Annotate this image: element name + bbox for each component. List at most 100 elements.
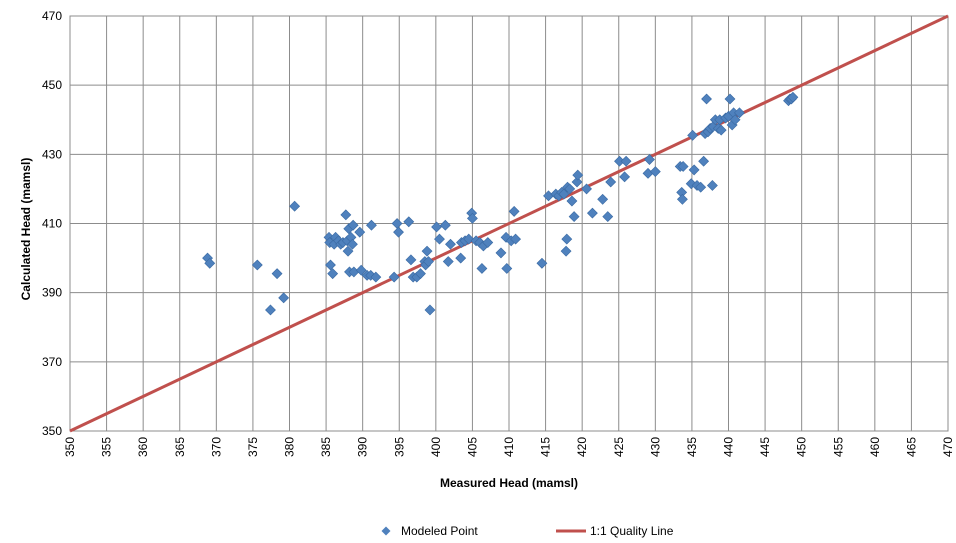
data-point: [644, 154, 655, 165]
x-tick-label: 400: [429, 437, 443, 457]
data-point: [501, 263, 513, 274]
data-point: [508, 205, 520, 217]
data-point: [342, 245, 354, 257]
data-point: [495, 247, 507, 259]
data-point: [561, 233, 573, 245]
x-tick-label: 410: [502, 437, 516, 457]
data-point: [355, 264, 367, 276]
data-point: [677, 161, 689, 172]
data-point: [424, 304, 436, 316]
x-tick-label: 465: [904, 437, 918, 457]
y-tick-label: 370: [42, 355, 62, 369]
data-point: [405, 254, 417, 266]
x-tick-label: 375: [246, 437, 260, 457]
data-point: [597, 193, 609, 205]
x-tick-label: 445: [758, 437, 772, 457]
plot-border: [69, 15, 949, 432]
x-tick-label: 460: [868, 437, 882, 457]
data-point: [676, 193, 688, 205]
data-point: [431, 221, 442, 233]
x-tick-label: 395: [392, 437, 406, 457]
data-point: [729, 114, 741, 126]
data-point: [564, 183, 576, 195]
data-point: [649, 166, 661, 178]
data-point: [442, 256, 454, 267]
data-point: [415, 268, 426, 280]
data-point: [354, 226, 366, 238]
data-point: [388, 271, 400, 283]
data-point: [265, 304, 276, 316]
data-point: [536, 257, 548, 269]
data-point: [251, 259, 263, 271]
x-tick-label: 360: [136, 437, 150, 457]
data-point: [560, 245, 572, 257]
data-point: [204, 257, 216, 269]
data-point: [698, 155, 710, 167]
x-tick-label: 365: [173, 437, 187, 457]
modeled-points-layer: [202, 91, 799, 316]
data-point: [581, 183, 592, 195]
plot-area: [69, 15, 949, 432]
data-point: [347, 219, 359, 231]
data-point: [734, 107, 745, 119]
x-tick-label: 430: [648, 437, 662, 457]
data-point: [278, 292, 290, 304]
x-tick-label: 470: [941, 437, 955, 457]
quality-line: [69, 14, 949, 433]
data-point: [687, 129, 699, 141]
data-point: [271, 268, 283, 280]
x-tick-label: 440: [722, 437, 736, 457]
y-tick-label: 350: [42, 424, 62, 438]
y-tick-label: 410: [42, 217, 62, 231]
data-point: [476, 263, 488, 274]
data-point: [366, 219, 377, 231]
data-point: [620, 155, 632, 167]
data-point: [439, 219, 451, 231]
data-point: [572, 169, 584, 181]
data-point: [715, 124, 727, 136]
data-point: [787, 91, 799, 103]
data-point: [695, 181, 707, 193]
data-point: [558, 188, 570, 200]
data-point: [455, 252, 467, 264]
x-tick-label: 450: [795, 437, 809, 457]
data-point: [403, 216, 415, 228]
data-point: [724, 93, 736, 105]
data-point: [706, 180, 718, 191]
x-tick-label: 405: [465, 437, 479, 457]
y-tick-label: 470: [42, 9, 62, 23]
quality-line-layer: [69, 14, 949, 433]
x-tick-label: 415: [539, 437, 553, 457]
data-point: [434, 233, 445, 245]
data-point: [602, 211, 614, 223]
x-tick-label: 385: [319, 437, 333, 457]
data-point: [340, 209, 352, 221]
data-point: [482, 237, 494, 248]
data-point: [370, 271, 382, 283]
data-point: [327, 268, 339, 280]
legend: Modeled Point 1:1 Quality Line: [381, 524, 674, 538]
legend-marker-modeled-point: [381, 526, 391, 536]
data-point: [701, 93, 712, 105]
data-point: [445, 238, 456, 250]
y-axis-ticks: 350 370 390 410 430 450 470: [42, 9, 62, 438]
x-axis-ticks: 350 355 360 365 370 375 380 385 390 395 400 405 410 4…: [63, 437, 955, 457]
x-tick-label: 380: [283, 437, 297, 457]
data-point: [571, 176, 583, 188]
data-point: [463, 233, 475, 245]
data-point: [423, 256, 434, 267]
y-tick-label: 430: [42, 147, 62, 161]
data-point: [510, 233, 522, 245]
data-point: [605, 176, 617, 188]
data-point: [346, 238, 358, 250]
data-point: [393, 226, 404, 238]
legend-label-modeled-point: Modeled Point: [401, 524, 478, 538]
x-tick-label: 350: [63, 437, 77, 457]
y-tick-label: 390: [42, 286, 62, 300]
x-tick-label: 455: [831, 437, 845, 457]
x-tick-label: 435: [685, 437, 699, 457]
y-tick-label: 450: [42, 78, 62, 92]
x-tick-label: 420: [575, 437, 589, 457]
